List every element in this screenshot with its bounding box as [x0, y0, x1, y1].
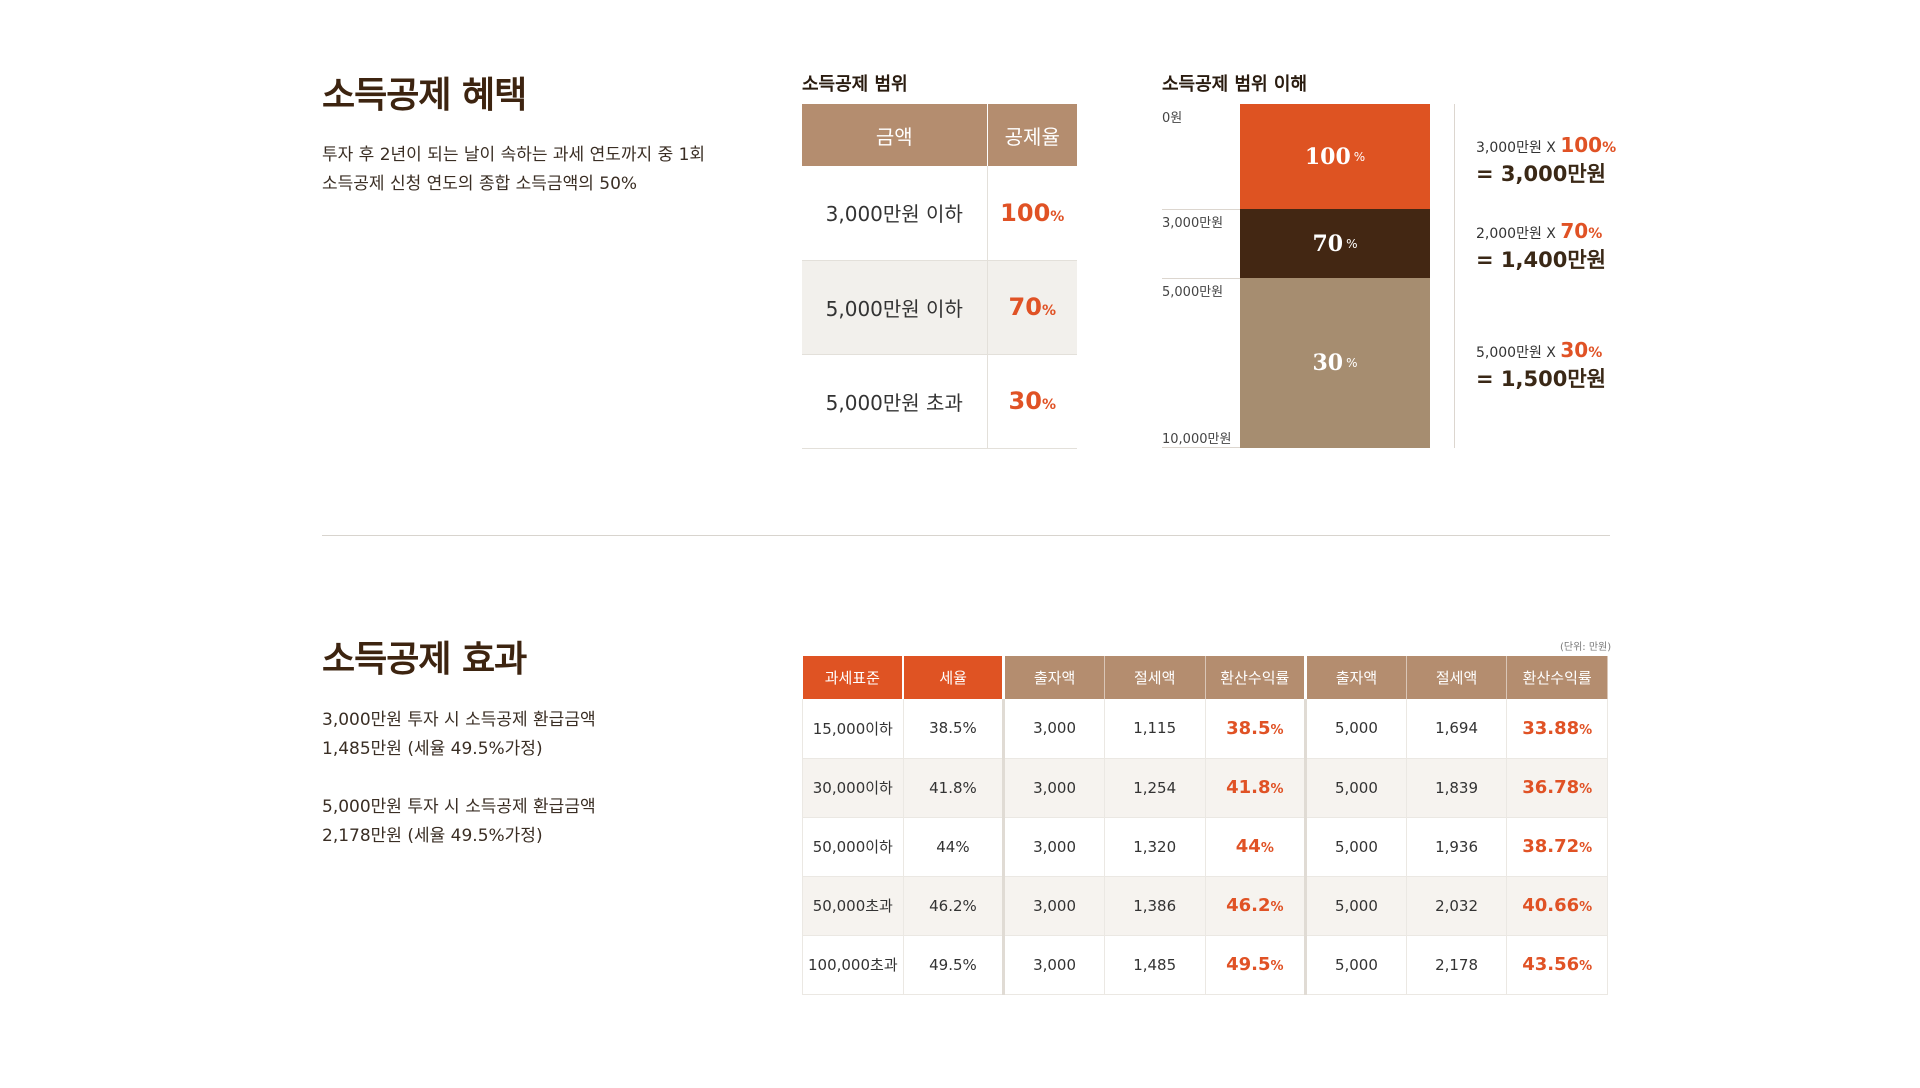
- return-cell: 36.78%: [1506, 758, 1608, 818]
- benefit-desc-line1: 투자 후 2년이 되는 날이 속하는 과세 연도까지 중 1회: [322, 145, 706, 165]
- range-row: 5,000만원 초과 30%: [802, 354, 1077, 449]
- table-row: 30,000이하 41.8% 3,000 1,254 41.8% 5,000 1,839 36…: [802, 758, 1608, 818]
- return-cell: 49.5%: [1205, 935, 1308, 995]
- effect-line1: 3,000만원 투자 시 소득공제 환급금액: [322, 710, 596, 730]
- investment-cell: 3,000: [1003, 876, 1105, 936]
- range-amount: 5,000만원 이하: [802, 260, 988, 355]
- saving-cell: 1,115: [1104, 699, 1206, 759]
- return-cell: 33.88%: [1506, 699, 1608, 759]
- tick-line: [1162, 278, 1240, 279]
- effect-line2: 1,485만원 (세율 49.5%가정): [322, 739, 543, 759]
- tax-rate-cell: 44%: [903, 817, 1006, 877]
- tax-base-cell: 50,000이하: [802, 817, 904, 877]
- saving-cell: 2,178: [1406, 935, 1508, 995]
- effect-line4: 2,178만원 (세율 49.5%가정): [322, 826, 543, 846]
- tax-base-cell: 30,000이하: [802, 758, 904, 818]
- return-cell: 46.2%: [1205, 876, 1308, 936]
- range-header-amount: 금액: [802, 104, 988, 166]
- investment-cell: 5,000: [1305, 699, 1407, 759]
- range-row: 3,000만원 이하 100%: [802, 166, 1077, 261]
- calc-formula: 5,000만원 X 30%: [1476, 338, 1603, 362]
- header-return-1: 환산수익률: [1205, 656, 1307, 699]
- effect-description: 3,000만원 투자 시 소득공제 환급금액 1,485만원 (세율 49.5%…: [322, 706, 596, 851]
- table-row: 15,000이하 38.5% 3,000 1,115 38.5% 5,000 1,694 33…: [802, 699, 1608, 759]
- tick-line: [1162, 209, 1240, 210]
- range-rate: 70%: [987, 260, 1077, 355]
- calc-result: = 3,000만원: [1476, 162, 1606, 186]
- range-rate: 100%: [987, 166, 1077, 261]
- tax-base-cell: 50,000초과: [802, 876, 904, 936]
- benefit-description: 투자 후 2년이 되는 날이 속하는 과세 연도까지 중 1회 소득공제 신청 …: [322, 141, 705, 199]
- range-amount: 3,000만원 이하: [802, 166, 988, 261]
- calc-result: = 1,500만원: [1476, 367, 1606, 391]
- calc-formula: 2,000만원 X 70%: [1476, 219, 1603, 243]
- calc-formula: 3,000만원 X 100%: [1476, 133, 1617, 157]
- segment-100: 100%: [1240, 104, 1430, 209]
- investment-cell: 5,000: [1305, 876, 1407, 936]
- range-table: 금액 공제율 3,000만원 이하 100% 5,000만원 이하 70% 5,…: [802, 104, 1077, 449]
- range-table-title: 소득공제 범위: [802, 74, 908, 95]
- range-diagram-frame: [1162, 104, 1455, 448]
- return-cell: 43.56%: [1506, 935, 1608, 995]
- header-saving-2: 절세액: [1406, 656, 1508, 699]
- header-saving-1: 절세액: [1104, 656, 1206, 699]
- return-cell: 44%: [1205, 817, 1308, 877]
- segment-30: 30%: [1240, 278, 1430, 448]
- tick-label: 10,000만원: [1162, 432, 1232, 447]
- tax-rate-cell: 41.8%: [903, 758, 1006, 818]
- saving-cell: 1,254: [1104, 758, 1206, 818]
- tick-label: 3,000만원: [1162, 216, 1224, 231]
- tick-label: 5,000만원: [1162, 285, 1224, 300]
- header-investment-1: 출자액: [1002, 656, 1105, 699]
- benefit-title: 소득공제 혜택: [322, 75, 527, 116]
- return-cell: 38.72%: [1506, 817, 1608, 877]
- effect-line3: 5,000만원 투자 시 소득공제 환급금액: [322, 797, 596, 817]
- unit-note: (단위: 만원): [1560, 642, 1612, 653]
- table-row: 100,000초과 49.5% 3,000 1,485 49.5% 5,000 2,178 4…: [802, 935, 1608, 995]
- tax-rate-cell: 38.5%: [903, 699, 1006, 759]
- header-tax-base: 과세표준: [802, 656, 905, 699]
- investment-cell: 3,000: [1003, 935, 1105, 995]
- saving-cell: 1,839: [1406, 758, 1508, 818]
- tax-base-cell: 100,000초과: [802, 935, 904, 995]
- effect-table: 과세표준 세율 출자액 절세액 환산수익률 출자액 절세액 환산수익률 15,0…: [802, 656, 1608, 995]
- investment-cell: 5,000: [1305, 817, 1407, 877]
- calc-result: = 1,400만원: [1476, 248, 1606, 272]
- investment-cell: 3,000: [1003, 699, 1105, 759]
- saving-cell: 1,386: [1104, 876, 1206, 936]
- header-investment-2: 출자액: [1304, 656, 1407, 699]
- range-header-rate: 공제율: [987, 104, 1077, 166]
- tick-label: 0원: [1162, 111, 1183, 126]
- saving-cell: 1,694: [1406, 699, 1508, 759]
- saving-cell: 2,032: [1406, 876, 1508, 936]
- effect-title: 소득공제 효과: [322, 639, 527, 680]
- section-divider: [322, 535, 1610, 536]
- investment-cell: 3,000: [1003, 758, 1105, 818]
- effect-table-header: 과세표준 세율 출자액 절세액 환산수익률 출자액 절세액 환산수익률: [802, 656, 1608, 699]
- tax-rate-cell: 49.5%: [903, 935, 1006, 995]
- tax-rate-cell: 46.2%: [903, 876, 1006, 936]
- investment-cell: 3,000: [1003, 817, 1105, 877]
- range-table-header: 금액 공제율: [802, 104, 1077, 166]
- table-row: 50,000초과 46.2% 3,000 1,386 46.2% 5,000 2,032 40…: [802, 876, 1608, 936]
- saving-cell: 1,936: [1406, 817, 1508, 877]
- range-row: 5,000만원 이하 70%: [802, 260, 1077, 355]
- investment-cell: 5,000: [1305, 935, 1407, 995]
- return-cell: 41.8%: [1205, 758, 1308, 818]
- range-rate: 30%: [987, 354, 1077, 449]
- saving-cell: 1,485: [1104, 935, 1206, 995]
- benefit-desc-line2: 소득공제 신청 연도의 종합 소득금액의 50%: [322, 174, 638, 194]
- saving-cell: 1,320: [1104, 817, 1206, 877]
- header-return-2: 환산수익률: [1506, 656, 1608, 699]
- header-tax-rate: 세율: [903, 656, 1005, 699]
- return-cell: 38.5%: [1205, 699, 1308, 759]
- table-row: 50,000이하 44% 3,000 1,320 44% 5,000 1,936 38.72%: [802, 817, 1608, 877]
- return-cell: 40.66%: [1506, 876, 1608, 936]
- range-diagram-title: 소득공제 범위 이해: [1162, 74, 1308, 95]
- tax-base-cell: 15,000이하: [802, 699, 904, 759]
- range-amount: 5,000만원 초과: [802, 354, 988, 449]
- segment-70: 70%: [1240, 209, 1430, 278]
- investment-cell: 5,000: [1305, 758, 1407, 818]
- tick-line: [1162, 447, 1240, 448]
